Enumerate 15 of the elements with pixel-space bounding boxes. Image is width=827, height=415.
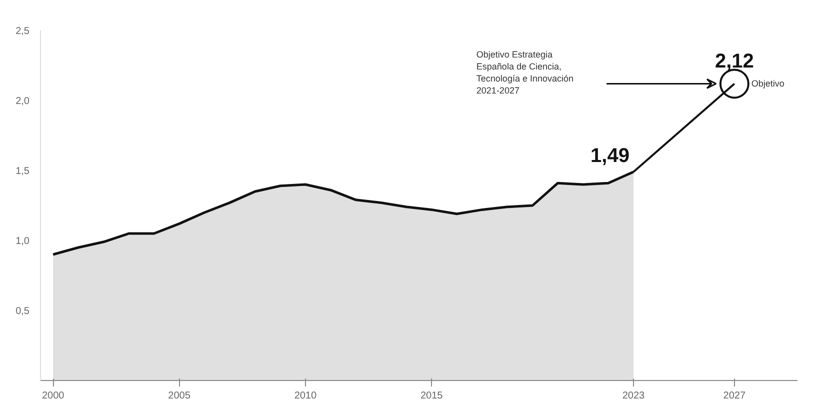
y-tick-label: 1,5 [16,166,30,177]
x-tick-label: 2005 [168,390,191,402]
annotation: Objetivo Estrategia Española de Ciencia, Tecnología e Innovación 2021-2027 [476,50,574,96]
x-tick-label: 2010 [294,390,318,402]
y-tick-label: 0,5 [16,306,30,317]
x-tick-label: 2027 [723,390,746,402]
y-tick-label: 1,0 [16,236,30,247]
x-tick-label: 2000 [42,390,65,402]
x-tick-label: 2023 [622,390,646,402]
data-label: 2,12 [714,50,754,73]
annotation: Objetivo [751,78,784,89]
y-tick-label: 2,5 [16,26,30,37]
y-tick-label: 2,0 [16,96,30,107]
data-label: 1,49 [590,144,630,167]
x-tick-label: 2015 [420,390,444,402]
